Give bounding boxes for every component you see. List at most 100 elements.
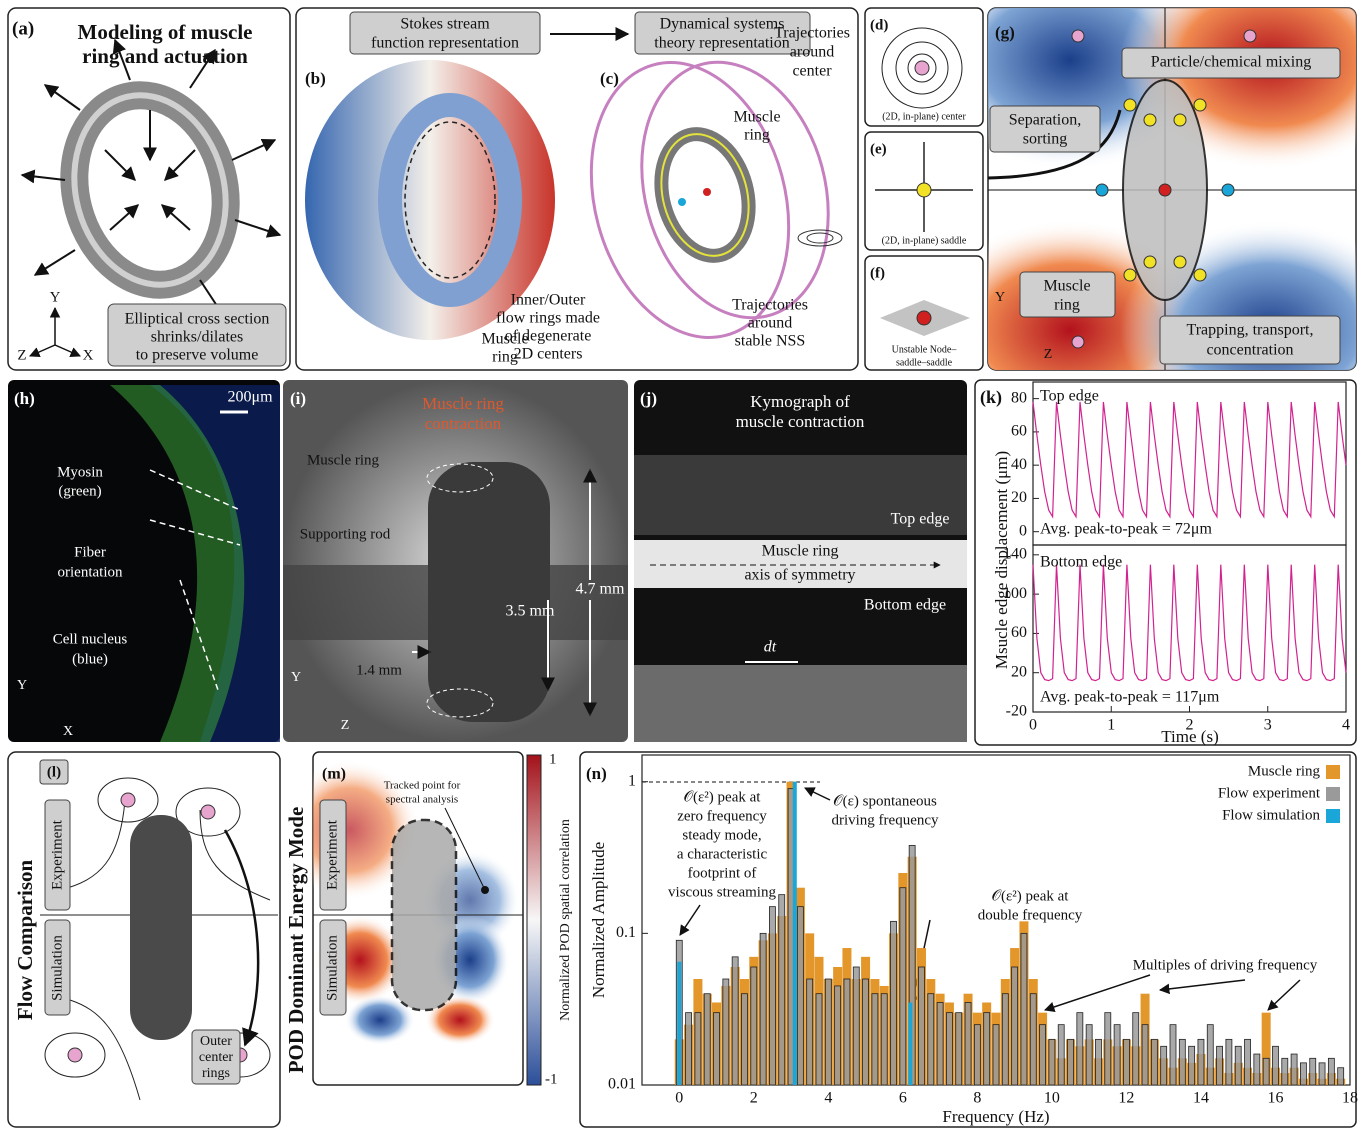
label: Experiment <box>324 819 340 890</box>
label: Experiment <box>49 819 65 890</box>
bar <box>1217 1046 1223 1085</box>
bar <box>677 962 681 1085</box>
bar <box>797 907 803 1085</box>
bar <box>1291 1054 1297 1085</box>
label: Simulation <box>49 935 65 1001</box>
bar <box>769 907 775 1085</box>
label: ring <box>744 127 770 144</box>
bar <box>1179 1039 1185 1085</box>
bar <box>1068 1039 1074 1085</box>
bar <box>1002 994 1008 1085</box>
muscle-ring <box>130 815 192 1040</box>
legend-swatch <box>1326 765 1340 779</box>
y-tick-label: 0 <box>1019 522 1027 539</box>
label: function representation <box>371 35 519 52</box>
colorbar <box>527 755 541 1085</box>
x-tick-label: 4 <box>1342 717 1350 734</box>
label: (blue) <box>72 651 108 667</box>
label: Trajectories <box>774 25 850 42</box>
bar <box>704 994 710 1085</box>
label: (j) <box>640 389 657 408</box>
center <box>1159 184 1171 196</box>
label: -1 <box>545 1071 558 1087</box>
bar <box>1012 967 1018 1085</box>
label: ring <box>1054 297 1080 314</box>
annotation: Multiples of driving frequency <box>1133 957 1318 973</box>
label: Y <box>17 678 27 693</box>
label: Supporting rod <box>300 526 391 542</box>
bar <box>1263 1058 1269 1085</box>
label: (2D, in-plane) center <box>882 111 966 122</box>
bar <box>1272 1046 1278 1085</box>
label: Top edge <box>891 511 950 528</box>
x-tick-label: 8 <box>973 1090 981 1107</box>
x-tick-label: 1 <box>1107 717 1115 734</box>
label: dt <box>764 639 777 656</box>
x-label: Frequency (Hz) <box>942 1107 1049 1126</box>
annotation: 𝒪(ε) spontaneous <box>833 793 937 809</box>
annotation: viscous streaming <box>668 884 776 900</box>
x-tick-label: 0 <box>675 1090 683 1107</box>
label: Normalized POD spatial correlation <box>558 819 573 1021</box>
y-tick-label: 0.1 <box>616 924 636 941</box>
x-tick-label: 10 <box>1044 1090 1060 1107</box>
bar <box>1310 1058 1316 1085</box>
label: Kymograph of <box>750 392 850 411</box>
y-tick-label: 20 <box>1011 489 1027 506</box>
bar <box>872 994 878 1085</box>
label: 1.4 mm <box>356 662 402 678</box>
label: (e) <box>870 141 887 157</box>
bar <box>974 1025 980 1085</box>
legend-swatch <box>1326 787 1340 801</box>
label: Myosin <box>57 464 103 480</box>
label: Inner/Outer <box>511 292 586 309</box>
bar <box>1021 933 1027 1085</box>
label: X <box>63 724 73 739</box>
y-tick-label: 60 <box>1011 624 1027 641</box>
label: Muscle ring <box>307 452 380 468</box>
bar <box>1114 1025 1120 1085</box>
x-tick-label: 14 <box>1193 1090 1209 1107</box>
label: (d) <box>870 17 888 33</box>
bar <box>793 782 797 1085</box>
label: ring and actuation <box>82 44 248 68</box>
annotation: driving frequency <box>831 812 939 828</box>
label: Modeling of muscle <box>78 20 253 44</box>
bar <box>1095 1039 1101 1085</box>
label: 1 <box>549 751 557 767</box>
bar <box>918 967 924 1085</box>
annotation: Avg. peak-to-peak = 72μm <box>1040 521 1212 538</box>
label: sorting <box>1023 131 1067 148</box>
title: Top edge <box>1040 388 1099 405</box>
bar <box>1235 1046 1241 1085</box>
label: Muscle <box>1043 278 1090 295</box>
bar <box>695 1013 701 1085</box>
label: (2D, in-plane) saddle <box>882 235 967 246</box>
label: (b) <box>305 69 326 88</box>
center-point <box>915 61 929 75</box>
annotation: a characteristic <box>677 846 768 862</box>
title: Bottom edge <box>1040 554 1122 571</box>
y-tick-label: 100 <box>1003 585 1027 602</box>
bar <box>835 986 841 1085</box>
label: (l) <box>47 764 61 780</box>
bar <box>1049 1039 1055 1085</box>
y-tick-label: 140 <box>1003 545 1027 562</box>
label: Trapping, transport, <box>1187 322 1314 339</box>
bar <box>1030 994 1036 1085</box>
label: 4.7 mm <box>576 581 625 598</box>
label: (g) <box>995 23 1015 42</box>
label: (i) <box>290 389 306 408</box>
kymo-bottom <box>634 665 967 742</box>
label: (c) <box>600 69 619 88</box>
label: Tracked point for <box>384 780 461 792</box>
bar <box>1245 1039 1251 1085</box>
label: Y <box>995 290 1005 305</box>
muscle-ring-image <box>428 462 550 722</box>
legend-label: Flow simulation <box>1222 807 1320 823</box>
x-tick-label: 4 <box>824 1090 832 1107</box>
y-label: Normalized Amplitude <box>589 842 608 998</box>
label: rings <box>202 1066 230 1081</box>
label: Muscle ring <box>422 394 504 413</box>
bar <box>1198 1039 1204 1085</box>
